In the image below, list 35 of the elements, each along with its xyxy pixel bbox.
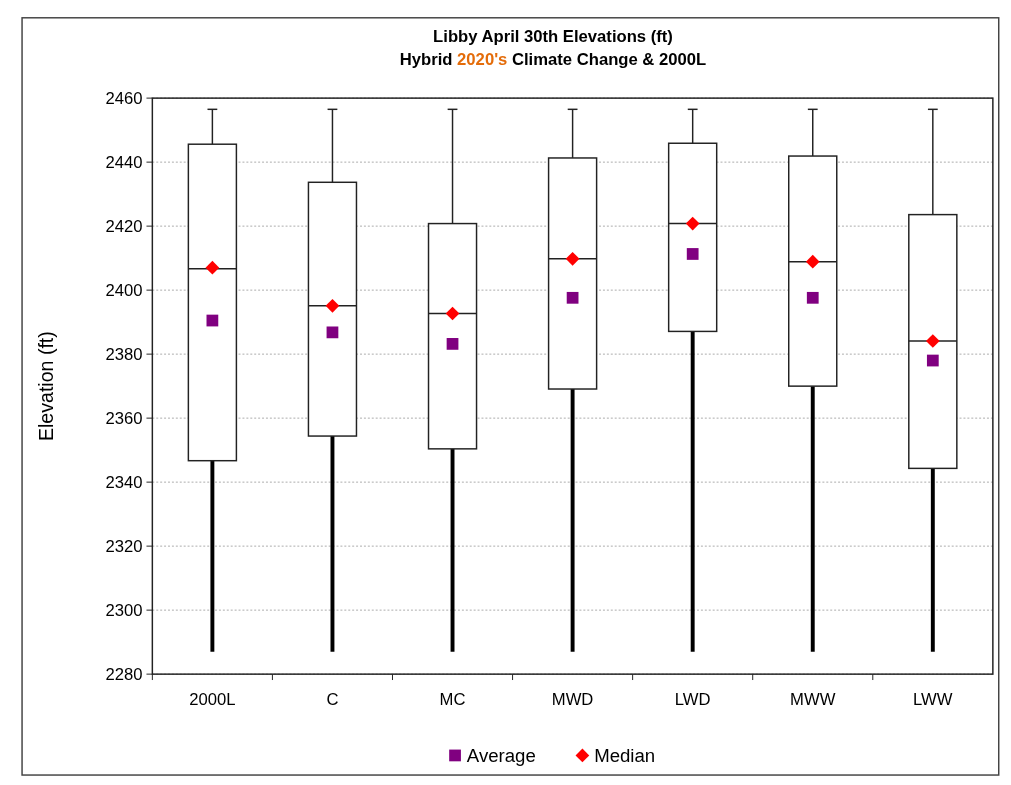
x-tick-label: MWW bbox=[790, 690, 836, 710]
point bbox=[926, 354, 939, 367]
y-tick-label: 2300 bbox=[105, 600, 143, 620]
y-tick-label: 2400 bbox=[105, 280, 143, 300]
point bbox=[566, 291, 579, 304]
y-tick-label: 2380 bbox=[105, 344, 143, 364]
point bbox=[805, 254, 820, 269]
point bbox=[925, 334, 940, 348]
y-axis-title: Elevation (ft) bbox=[35, 331, 58, 442]
x-tick-label: LWW bbox=[913, 690, 953, 710]
point bbox=[806, 291, 819, 304]
point bbox=[205, 260, 220, 275]
x-tick-label: C bbox=[326, 690, 339, 710]
y-tick-label: 2360 bbox=[105, 408, 143, 428]
point bbox=[446, 338, 459, 350]
point bbox=[685, 216, 700, 231]
point bbox=[445, 306, 460, 321]
point bbox=[325, 298, 340, 313]
x-tick-label: MC bbox=[439, 690, 466, 710]
legend-label: Average bbox=[466, 744, 536, 766]
y-tick-label: 2340 bbox=[105, 472, 143, 492]
point bbox=[686, 248, 699, 260]
legend-label: Median bbox=[594, 744, 656, 766]
y-tick-label: 2460 bbox=[105, 88, 143, 108]
x-tick-label: LWD bbox=[674, 690, 711, 710]
y-tick-label: 2280 bbox=[105, 664, 143, 684]
x-tick-label: 2000L bbox=[189, 690, 236, 710]
y-tick-label: 2420 bbox=[105, 216, 143, 236]
point bbox=[326, 326, 339, 339]
y-tick-label: 2320 bbox=[105, 536, 143, 556]
y-tick-label: 2440 bbox=[105, 152, 143, 172]
chart-title: Libby April 30th Elevations (ft) bbox=[433, 27, 673, 47]
chart-subtitle: Hybrid 2020's Climate Change & 2000L bbox=[399, 49, 707, 69]
x-tick-label: MWD bbox=[551, 690, 594, 710]
point bbox=[565, 251, 580, 266]
